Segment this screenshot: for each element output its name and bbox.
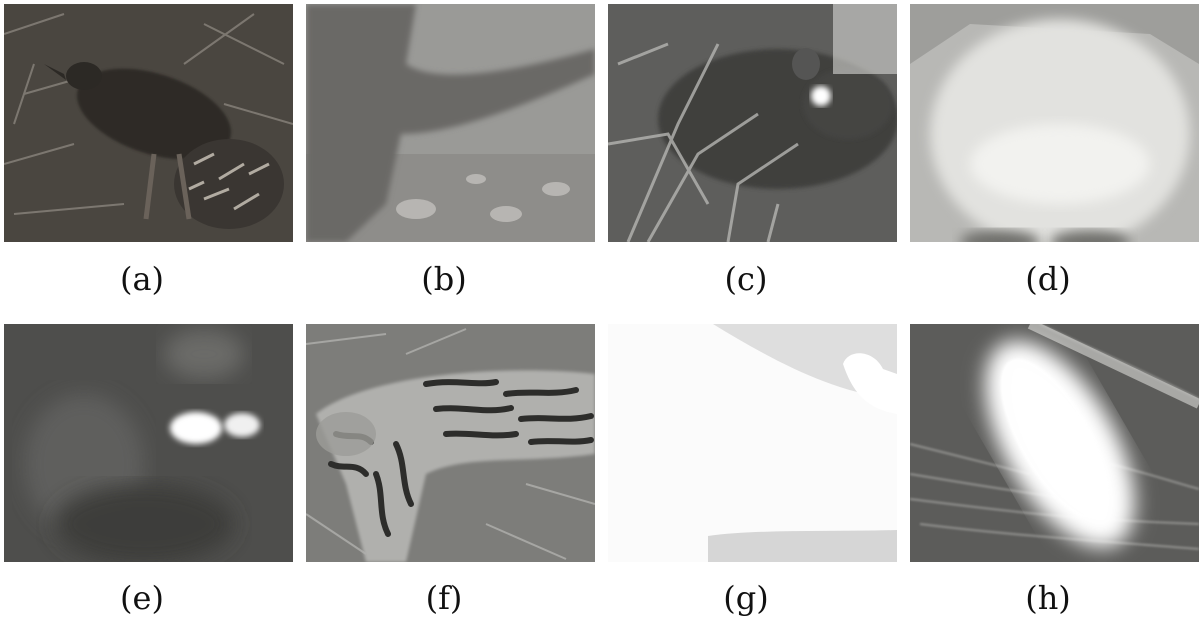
spotted-cat-photo: [306, 324, 595, 562]
bright-blur-photo: [910, 324, 1199, 562]
panel-c-caption: (c): [724, 260, 768, 298]
bird-photo: [4, 4, 293, 242]
mammal-photo: [608, 4, 897, 242]
overexposed-fur-photo: [910, 4, 1199, 242]
panel-g-image: [608, 324, 897, 562]
panel-f-caption: (f): [425, 579, 463, 617]
tail-photo: [306, 4, 595, 242]
panel-c-image: [608, 4, 897, 242]
panel-f-image: [306, 324, 595, 562]
eyeshine-photo: [4, 324, 293, 562]
panel-b-image: [306, 4, 595, 242]
panel-a-image: [4, 4, 293, 242]
panel-b-caption: (b): [421, 260, 467, 298]
panel-h-caption: (h): [1025, 579, 1071, 617]
panel-a-caption: (a): [119, 260, 165, 298]
panel-g-caption: (g): [723, 579, 769, 617]
panel-e-caption: (e): [120, 579, 164, 617]
washed-out-photo: [608, 324, 897, 562]
panel-h-image: [910, 324, 1199, 562]
panel-d-image: [910, 4, 1199, 242]
panel-d-caption: (d): [1025, 260, 1071, 298]
panel-e-image: [4, 324, 293, 562]
